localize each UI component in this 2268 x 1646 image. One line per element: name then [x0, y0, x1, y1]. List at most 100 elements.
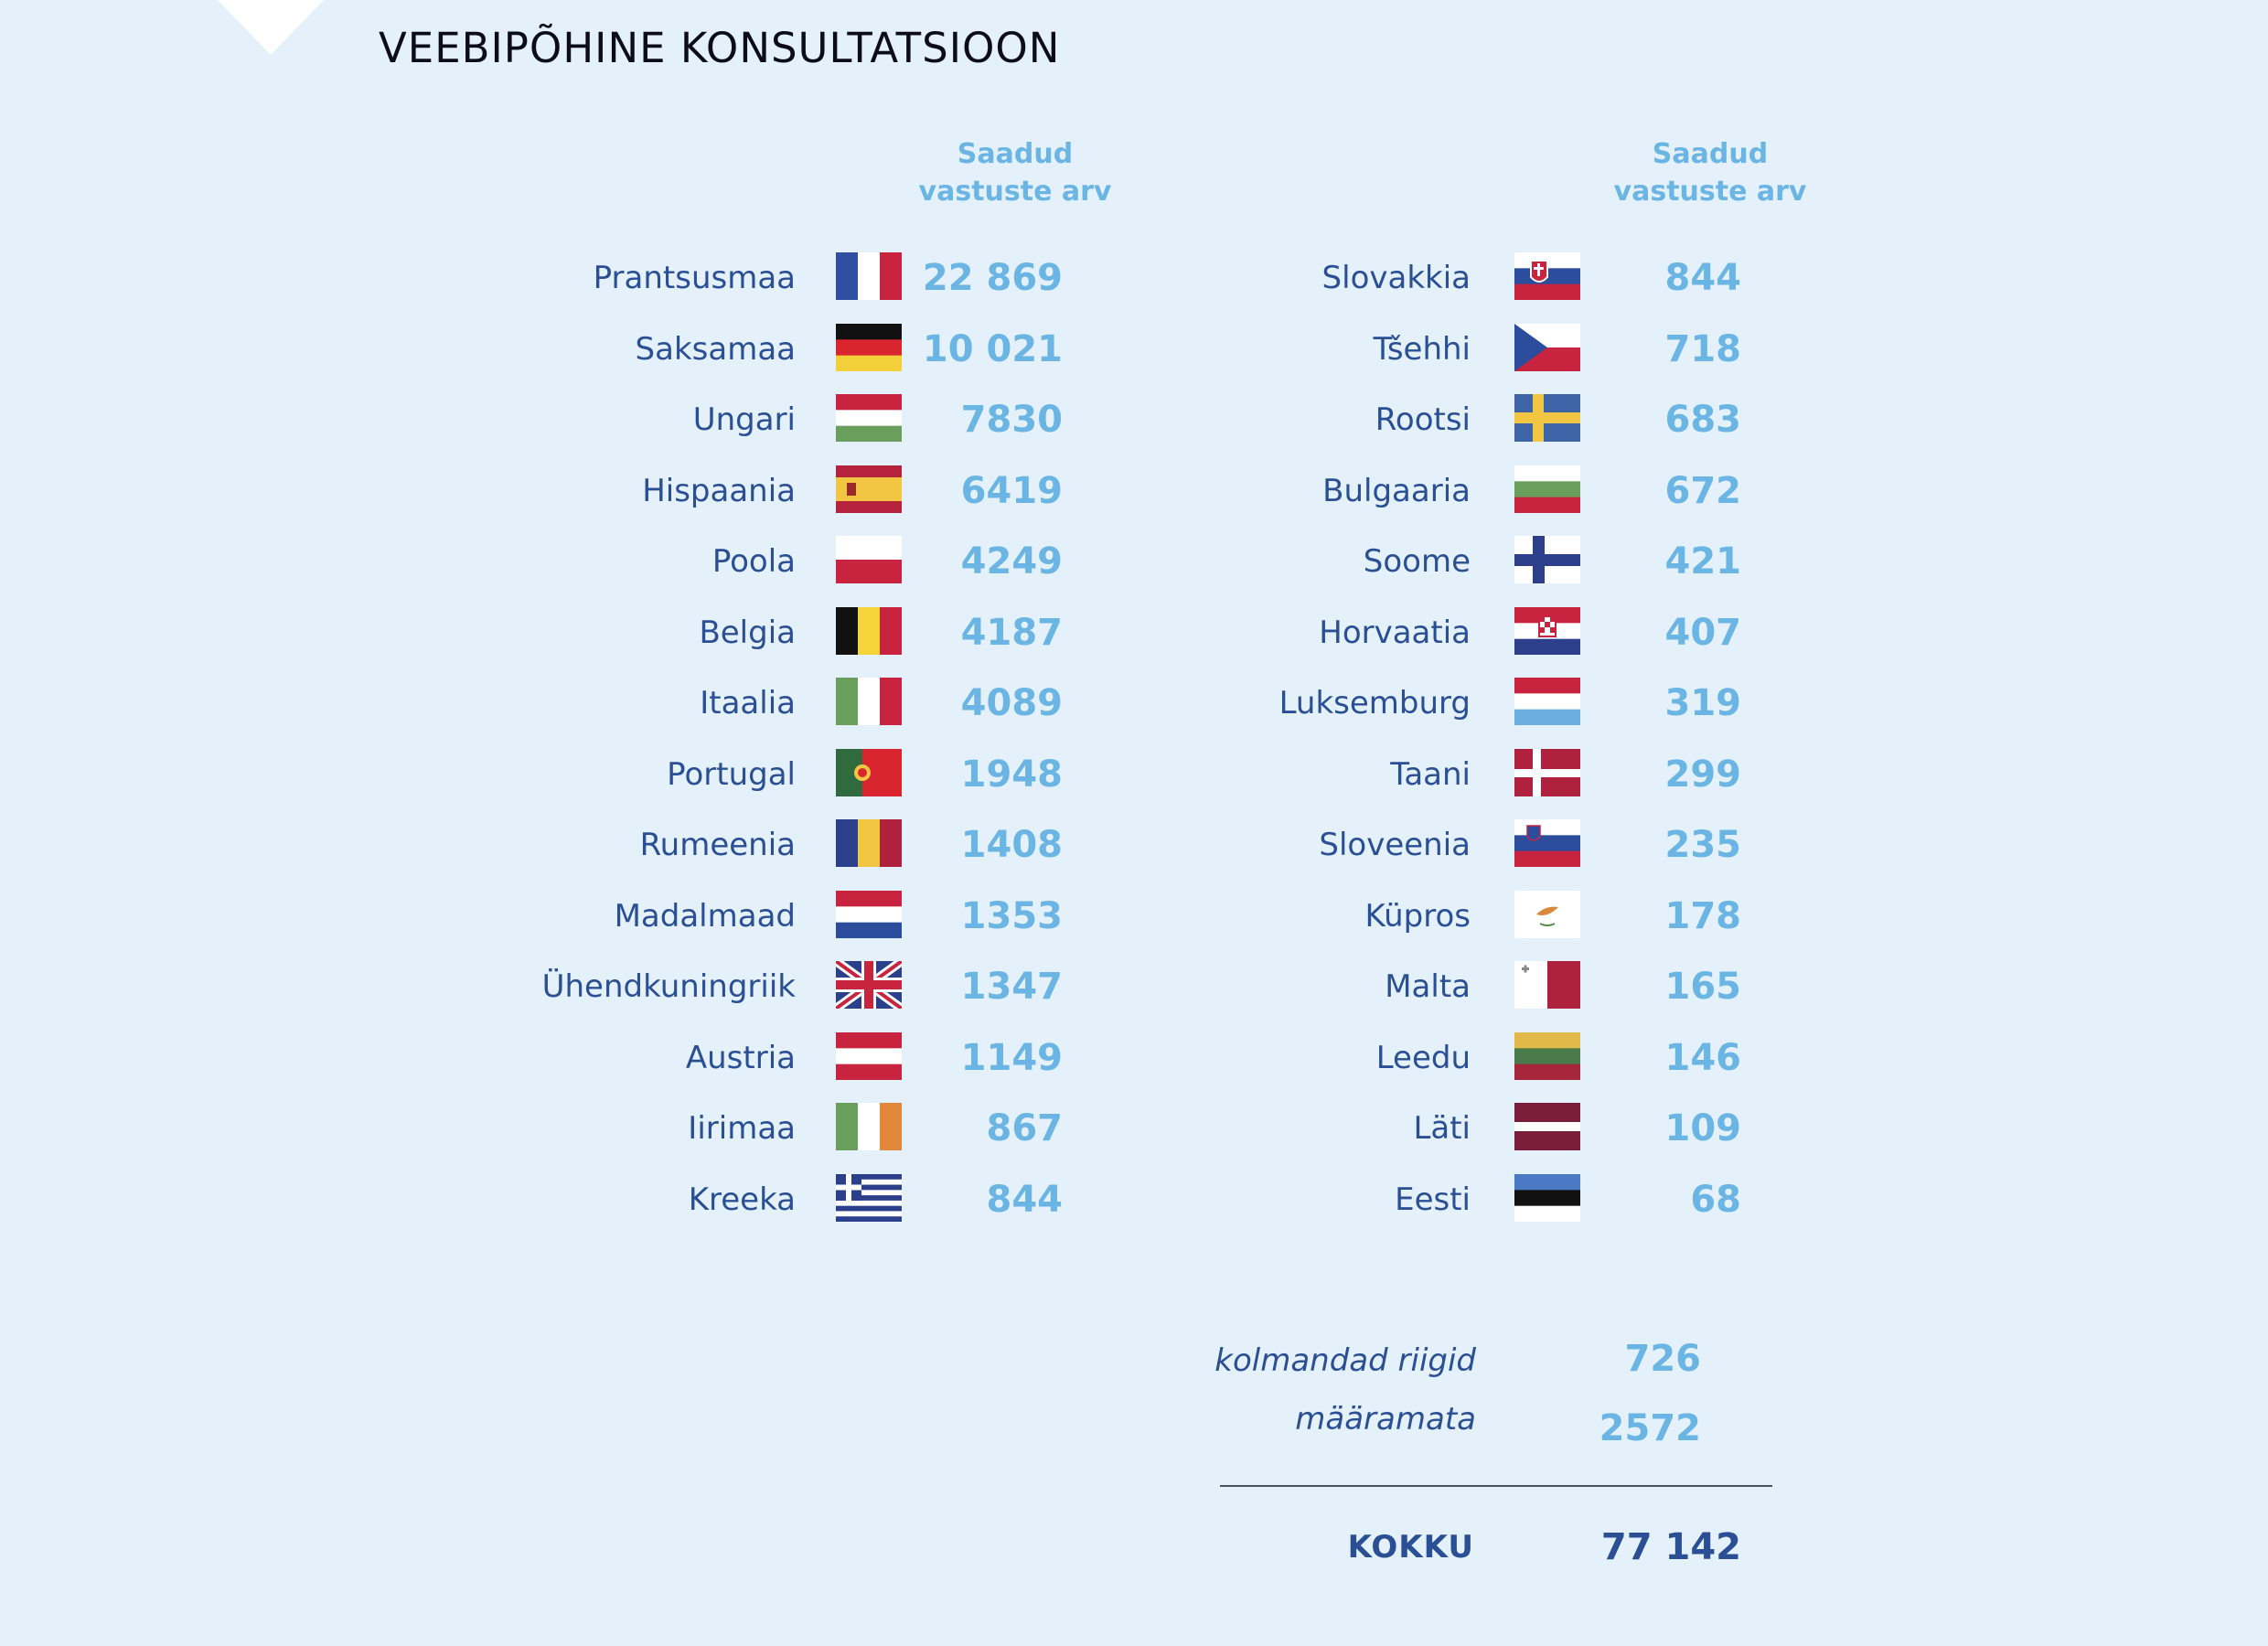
country-name: Ühendkuningriik — [541, 968, 796, 1005]
country-name: Ungari — [692, 401, 796, 438]
response-count: 672 — [1664, 470, 1742, 512]
response-count: 6419 — [960, 470, 1063, 512]
response-count: 299 — [1664, 754, 1742, 796]
country-name: Tšehhi — [1373, 331, 1471, 368]
header-notch-decoration — [218, 0, 324, 55]
response-count: 844 — [1664, 257, 1742, 299]
column-header-right: Saadud vastuste arv — [1591, 135, 1829, 210]
country-name: Rumeenia — [639, 827, 796, 863]
response-count: 407 — [1664, 612, 1742, 654]
extra-value-third-countries: 726 — [1555, 1331, 1702, 1386]
extra-value: 726 — [1624, 1338, 1702, 1380]
response-count: 178 — [1664, 895, 1742, 937]
country-name: Soome — [1363, 543, 1471, 580]
flag-belgium-icon — [836, 607, 902, 655]
table-row: Rootsi 683 — [0, 392, 1829, 447]
country-name: Austria — [685, 1040, 796, 1076]
flag-luxembourg-icon — [1514, 678, 1580, 725]
table-row: Portugal 1948 — [0, 747, 1829, 802]
response-count: 165 — [1664, 966, 1742, 1008]
table-row: Küpros 178 — [0, 889, 1829, 944]
flag-italy-icon — [836, 678, 902, 725]
flag-estonia-icon — [1514, 1174, 1580, 1222]
flag-france-icon — [836, 252, 902, 300]
country-name: Horvaatia — [1319, 615, 1471, 651]
table-row: Soome 421 — [0, 534, 1829, 589]
table-row: Luksemburg 319 — [0, 676, 1829, 731]
response-count: 319 — [1664, 682, 1742, 724]
country-name: Leedu — [1375, 1040, 1471, 1076]
table-row: Ühendkuningriik 1347 — [0, 959, 1829, 1014]
flag-croatia-icon — [1514, 607, 1580, 655]
response-count: 22 869 — [922, 257, 1063, 299]
table-row: Poola 4249 — [0, 534, 1829, 589]
response-count: 109 — [1664, 1107, 1742, 1149]
response-count: 1347 — [960, 966, 1063, 1008]
response-count: 10 021 — [922, 328, 1063, 370]
country-name: Saksamaa — [635, 331, 796, 368]
table-row: Hispaania 6419 — [0, 464, 1829, 518]
country-name: Taani — [1390, 756, 1471, 793]
flag-czechia-icon — [1514, 324, 1580, 371]
response-count: 4249 — [960, 540, 1063, 583]
response-count: 718 — [1664, 328, 1742, 370]
table-row: Saksamaa 10 021 — [0, 322, 1829, 377]
response-count: 68 — [1690, 1179, 1741, 1221]
flag-sweden-icon — [1514, 394, 1580, 442]
column-header-line1: Saadud — [957, 138, 1074, 170]
table-row: Slovakkia 844 — [0, 251, 1829, 305]
column-header-left: Saadud vastuste arv — [896, 135, 1134, 210]
table-row: Itaalia 4089 — [0, 676, 1829, 731]
flag-bulgaria-icon — [1514, 465, 1580, 513]
country-name: Iirimaa — [688, 1110, 796, 1147]
country-name: Portugal — [667, 756, 796, 793]
extra-row-third-countries: kolmandad riigid — [1189, 1333, 1491, 1388]
flag-slovakia-icon — [1514, 252, 1580, 300]
response-count: 7830 — [960, 399, 1063, 441]
total-divider — [1220, 1485, 1772, 1487]
table-row: Malta 165 — [0, 959, 1829, 1014]
country-name: Bulgaaria — [1322, 473, 1471, 509]
flag-greece-icon — [836, 1174, 902, 1222]
country-name: Poola — [711, 543, 796, 580]
table-row: Eesti 68 — [0, 1172, 1829, 1227]
response-count: 683 — [1664, 399, 1742, 441]
country-name: Läti — [1413, 1110, 1471, 1147]
flag-hungary-icon — [836, 394, 902, 442]
response-count: 1948 — [960, 754, 1063, 796]
table-row: Läti 109 — [0, 1101, 1829, 1156]
flag-cyprus-icon — [1514, 891, 1580, 938]
flag-poland-icon — [836, 536, 902, 583]
country-name: Kreeka — [688, 1181, 796, 1218]
response-count: 146 — [1664, 1037, 1742, 1079]
flag-slovenia-icon — [1514, 819, 1580, 867]
response-count: 4187 — [960, 612, 1063, 654]
extra-value-undetermined: 2572 — [1555, 1401, 1701, 1456]
column-header-line2: vastuste arv — [918, 176, 1112, 208]
country-name: Sloveenia — [1319, 827, 1471, 863]
table-row: Madalmaad 1353 — [0, 889, 1829, 944]
flag-netherlands-icon — [836, 891, 902, 938]
table-row: Tšehhi 718 — [0, 322, 1829, 377]
table-row: Prantsusmaa 22 869 — [0, 251, 1829, 305]
country-name: Küpros — [1364, 898, 1471, 935]
extra-label: kolmandad riigid — [1214, 1342, 1476, 1379]
country-name: Slovakkia — [1321, 260, 1471, 296]
country-name: Eesti — [1395, 1181, 1471, 1218]
flag-latvia-icon — [1514, 1103, 1580, 1150]
flag-ireland-icon — [836, 1103, 902, 1150]
total-value: 77 142 — [1600, 1526, 1741, 1568]
response-count: 867 — [986, 1107, 1064, 1149]
table-row: Iirimaa 867 — [0, 1101, 1829, 1156]
response-count: 1408 — [960, 824, 1063, 866]
table-row: Horvaatia 407 — [0, 605, 1829, 660]
column-header-line1: Saadud — [1652, 138, 1769, 170]
table-row: Rumeenia 1408 — [0, 818, 1829, 872]
table-row: Kreeka 844 — [0, 1172, 1829, 1227]
response-count: 421 — [1664, 540, 1742, 583]
flag-malta-icon — [1514, 961, 1580, 1009]
total-label: KOKKU — [1347, 1529, 1474, 1566]
extra-row-undetermined: määramata — [1189, 1392, 1491, 1447]
response-count: 1149 — [960, 1037, 1063, 1079]
flag-denmark-icon — [1514, 749, 1580, 796]
